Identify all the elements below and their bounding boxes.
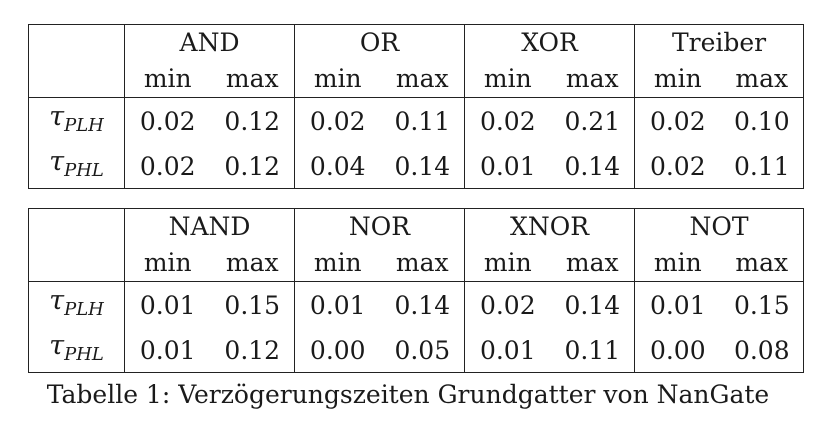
- tau-symbol: τ: [49, 101, 65, 132]
- table-cell: 0.14: [394, 290, 451, 320]
- gate-header-nand: NAND: [123, 208, 295, 245]
- table-cell: 0.11: [733, 151, 790, 181]
- table-cell: 0.02: [634, 145, 721, 189]
- min-header: min: [464, 61, 551, 98]
- table-row-tau-phl: τPHL 0.02 0.12 0.04 0.14 0.01 0.14 0.02 …: [29, 145, 804, 189]
- table-cell: 0.02: [464, 97, 551, 145]
- table-cell: 0.01: [124, 329, 211, 373]
- table-cell: 0.12: [224, 151, 281, 181]
- max-header: max: [380, 61, 465, 98]
- table-cell: 0.02: [294, 97, 381, 145]
- row-label-tau-phl: τPHL: [29, 329, 125, 373]
- table-cell: 0.00: [634, 329, 721, 373]
- tau-symbol: τ: [49, 285, 65, 316]
- corner-cell: [29, 25, 125, 62]
- table-cell: 0.11: [564, 335, 621, 365]
- table-cell: 0.12: [224, 106, 281, 136]
- delay-table-2: NAND NOR XNOR NOT min max min max min ma…: [28, 208, 805, 373]
- corner-cell: [28, 245, 125, 282]
- table-cell: 0.02: [124, 145, 211, 189]
- minmax-header-row: min max min max min max min max: [28, 61, 804, 98]
- row-label-tau-phl: τPHL: [29, 145, 125, 189]
- corner-cell: [29, 209, 125, 246]
- tau-subscript: PHL: [64, 160, 104, 181]
- row-label-tau-plh: τPLH: [29, 98, 125, 146]
- min-header: min: [294, 245, 381, 282]
- tau-subscript: PHL: [64, 344, 104, 365]
- table-cell: 0.11: [394, 106, 451, 136]
- corner-cell: [28, 61, 125, 98]
- min-header: min: [634, 61, 721, 98]
- table-row-tau-plh: τPLH 0.02 0.12 0.02 0.11 0.02 0.21 0.02 …: [29, 97, 804, 146]
- gate-header-treiber: Treiber: [634, 24, 804, 61]
- table-cell: 0.00: [294, 329, 381, 373]
- minmax-header-row: min max min max min max min max: [28, 245, 804, 282]
- table-cell: 0.14: [564, 151, 621, 181]
- table-cell: 0.02: [634, 97, 721, 145]
- table-row-tau-phl: τPHL 0.01 0.12 0.00 0.05 0.01 0.11 0.00 …: [29, 329, 804, 373]
- max-header: max: [550, 245, 635, 282]
- table-cell: 0.14: [394, 151, 451, 181]
- row-label-tau-plh: τPLH: [29, 282, 125, 330]
- min-header: min: [124, 245, 211, 282]
- gate-header-nor: NOR: [294, 208, 465, 245]
- table-cell: 0.01: [124, 281, 211, 329]
- table-cell: 0.01: [464, 145, 551, 189]
- max-header: max: [720, 245, 804, 282]
- min-header: min: [124, 61, 211, 98]
- table-row-tau-plh: τPLH 0.01 0.15 0.01 0.14 0.02 0.14 0.01 …: [29, 281, 804, 330]
- table-cell: 0.01: [634, 281, 721, 329]
- gate-header-xor: XOR: [464, 24, 635, 61]
- gate-header-and: AND: [123, 24, 295, 61]
- table-cell: 0.02: [464, 281, 551, 329]
- gate-header-not: NOT: [634, 208, 804, 245]
- max-header: max: [720, 61, 804, 98]
- max-header: max: [550, 61, 635, 98]
- tau-symbol: τ: [49, 330, 65, 361]
- table-cell: 0.04: [294, 145, 381, 189]
- table-cell: 0.12: [224, 335, 281, 365]
- tau-subscript: PLH: [64, 115, 104, 136]
- gate-header-or: OR: [294, 24, 465, 61]
- max-header: max: [210, 245, 295, 282]
- table-cell: 0.21: [564, 106, 621, 136]
- table-cell: 0.14: [564, 290, 621, 320]
- table-cell: 0.08: [733, 335, 790, 365]
- gate-header-xnor: XNOR: [464, 208, 635, 245]
- table-cell: 0.01: [294, 281, 381, 329]
- min-header: min: [634, 245, 721, 282]
- tau-subscript: PLH: [64, 299, 104, 320]
- gate-header-row: AND OR XOR Treiber: [29, 24, 804, 62]
- max-header: max: [210, 61, 295, 98]
- table-cell: 0.05: [394, 335, 451, 365]
- max-header: max: [380, 245, 465, 282]
- table-cell: 0.02: [124, 97, 211, 145]
- table-cell: 0.15: [733, 290, 790, 320]
- gate-header-row: NAND NOR XNOR NOT: [29, 208, 804, 246]
- min-header: min: [464, 245, 551, 282]
- table-caption: Tabelle 1: Verzögerungszeiten Grundgatte…: [46, 380, 770, 409]
- table-cell: 0.15: [224, 290, 281, 320]
- table-cell: 0.01: [464, 329, 551, 373]
- tau-symbol: τ: [49, 146, 65, 177]
- table-cell: 0.10: [733, 106, 790, 136]
- delay-table-1: AND OR XOR Treiber min max min max min m…: [28, 24, 805, 189]
- min-header: min: [294, 61, 381, 98]
